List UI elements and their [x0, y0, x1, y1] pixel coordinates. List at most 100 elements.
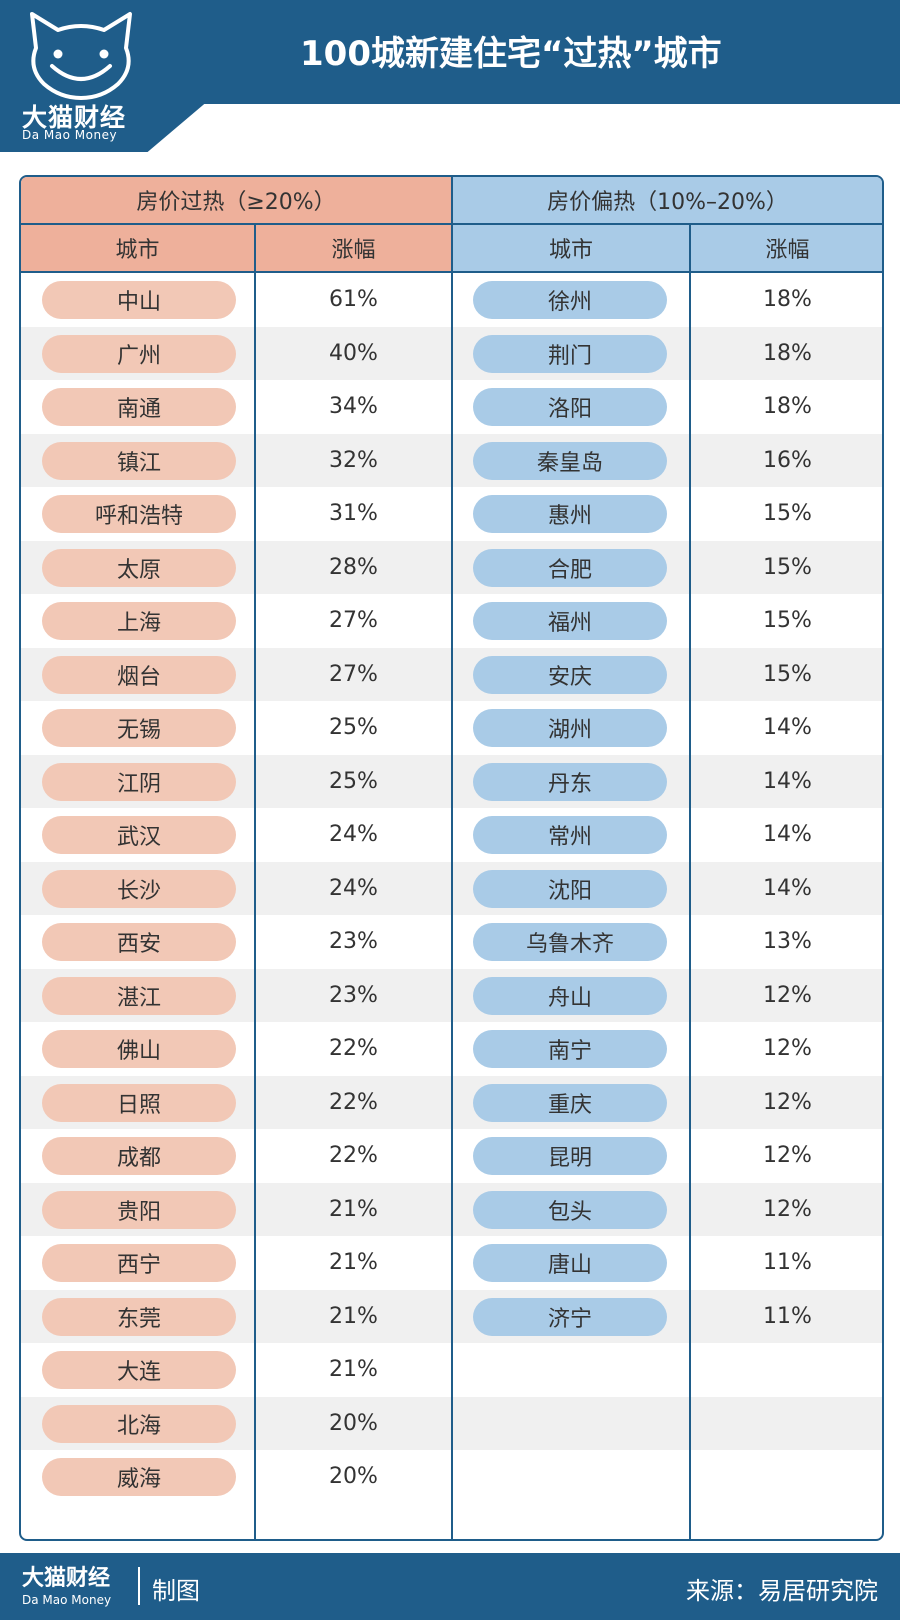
- warm-table-row: 洛阳 18%: [453, 380, 882, 434]
- rise-value: 22%: [329, 1089, 378, 1115]
- warm-city-header: 城市: [453, 225, 691, 273]
- rise-value: 12%: [763, 1143, 812, 1169]
- rise-value: 23%: [329, 982, 378, 1008]
- overheated-city-header: 城市: [21, 225, 256, 273]
- rise-value: 28%: [329, 554, 378, 580]
- warm-table-row: 安庆 15%: [453, 647, 882, 701]
- city-label: 北海: [42, 1404, 236, 1443]
- city-label: 包头: [473, 1190, 667, 1229]
- overheated-table-row: 日照 22%: [21, 1075, 451, 1129]
- rise-value: 32%: [329, 447, 378, 473]
- overheated-rows: 中山 61% 广州 40% 南通 34% 镇江 32% 呼和浩特 31% 太原 28% 上海 27% 烟台 2…: [21, 273, 451, 1504]
- logo-name-en: Da Mao Money: [22, 128, 118, 142]
- warm-table-row: 丹东 14%: [453, 754, 882, 808]
- rise-value: 12%: [763, 1036, 812, 1062]
- rise-value: 24%: [329, 822, 378, 848]
- overheated-table-row: 江阴 25%: [21, 754, 451, 808]
- warm-table-row: 南宁 12%: [453, 1022, 882, 1076]
- city-label: 中山: [42, 281, 236, 319]
- overheated-group-title: 房价过热（≥20%）: [21, 177, 451, 225]
- city-label: 日照: [42, 1083, 236, 1122]
- city-label: 沈阳: [473, 869, 667, 908]
- rise-value: 23%: [329, 929, 378, 955]
- rise-value: 61%: [329, 287, 378, 313]
- rise-value: 15%: [763, 501, 812, 527]
- city-label: 惠州: [473, 495, 667, 533]
- overheated-table-row: 长沙 24%: [21, 861, 451, 915]
- warm-group: 房价偏热（10%–20%） 城市 涨幅 徐州 18% 荆门 18% 洛阳 18% 秦皇岛 16…: [451, 177, 882, 1539]
- city-label: 武汉: [42, 816, 236, 854]
- overheated-table-row: 湛江 23%: [21, 968, 451, 1022]
- city-label: 江阴: [42, 762, 236, 801]
- rise-value: 14%: [763, 768, 812, 794]
- warm-table-row: 沈阳 14%: [453, 861, 882, 915]
- warm-table-row: 湖州 14%: [453, 701, 882, 755]
- city-label: 贵阳: [42, 1190, 236, 1229]
- city-label: 呼和浩特: [42, 495, 236, 533]
- overheated-table-row: 西宁 21%: [21, 1236, 451, 1290]
- rise-value: 12%: [763, 1196, 812, 1222]
- overheated-table-row: 东莞 21%: [21, 1289, 451, 1343]
- column-divider: [689, 273, 691, 1539]
- overheated-table-row: 呼和浩特 31%: [21, 487, 451, 541]
- logo-name-cn: 大猫财经: [22, 103, 127, 132]
- footer-separator: [138, 1567, 140, 1605]
- overheated-table-row: 武汉 24%: [21, 808, 451, 862]
- overheated-table-row: 南通 34%: [21, 380, 451, 434]
- overheated-table-row: 上海 27%: [21, 594, 451, 648]
- overheated-table-row: 成都 22%: [21, 1129, 451, 1183]
- rise-value: 13%: [763, 929, 812, 955]
- rise-value: 24%: [329, 875, 378, 901]
- warm-rise-header: 涨幅: [691, 225, 882, 273]
- rise-value: 15%: [763, 608, 812, 634]
- overheated-group: 房价过热（≥20%） 城市 涨幅 中山 61% 广州 40% 南通 34% 镇江 32% 呼和浩…: [21, 177, 451, 1539]
- column-divider: [254, 273, 256, 1539]
- page-title: 100城新建住宅“过热”城市: [300, 34, 722, 74]
- rise-value: 20%: [329, 1410, 378, 1436]
- city-label: 湖州: [473, 709, 667, 747]
- city-label: 昆明: [473, 1137, 667, 1175]
- warm-table-row: [453, 1396, 882, 1450]
- rise-value: 12%: [763, 1089, 812, 1115]
- warm-table-row: 包头 12%: [453, 1182, 882, 1236]
- rise-value: 27%: [329, 608, 378, 634]
- cat-logo-icon: [30, 12, 132, 100]
- city-label: 安庆: [473, 655, 667, 694]
- city-label: 广州: [42, 334, 236, 373]
- rise-value: 11%: [763, 1250, 812, 1276]
- warm-group-title: 房价偏热（10%–20%）: [453, 177, 882, 225]
- overheated-table-row: 西安 23%: [21, 915, 451, 969]
- warm-table-row: 舟山 12%: [453, 968, 882, 1022]
- city-label: 秦皇岛: [473, 441, 667, 480]
- overheated-rise-header: 涨幅: [256, 225, 451, 273]
- warm-table-row: 乌鲁木齐 13%: [453, 915, 882, 969]
- warm-table-row: [453, 1450, 882, 1504]
- overheated-table-row: 大连 21%: [21, 1343, 451, 1397]
- city-label: 重庆: [473, 1083, 667, 1122]
- warm-table-row: 秦皇岛 16%: [453, 433, 882, 487]
- city-label: 大连: [42, 1351, 236, 1389]
- warm-table-row: 重庆 12%: [453, 1075, 882, 1129]
- city-label: 烟台: [42, 655, 236, 694]
- rise-value: 25%: [329, 768, 378, 794]
- city-label: 济宁: [473, 1297, 667, 1336]
- rise-value: 18%: [763, 340, 812, 366]
- overheated-table-row: 中山 61%: [21, 273, 451, 327]
- city-label: 无锡: [42, 709, 236, 747]
- footer-brand-en: Da Mao Money: [22, 1593, 112, 1607]
- overheated-table-row: 镇江 32%: [21, 433, 451, 487]
- rise-value: 40%: [329, 340, 378, 366]
- city-label: 南宁: [473, 1030, 667, 1068]
- rise-value: 27%: [329, 661, 378, 687]
- city-label: 成都: [42, 1137, 236, 1175]
- rise-value: 18%: [763, 394, 812, 420]
- warm-table-row: 福州 15%: [453, 594, 882, 648]
- city-label: 西宁: [42, 1244, 236, 1282]
- warm-table-row: 惠州 15%: [453, 487, 882, 541]
- city-label: 荆门: [473, 334, 667, 373]
- city-label: 佛山: [42, 1030, 236, 1068]
- overheated-table-row: 无锡 25%: [21, 701, 451, 755]
- overheated-table-row: 贵阳 21%: [21, 1182, 451, 1236]
- rise-value: 22%: [329, 1036, 378, 1062]
- rise-value: 14%: [763, 875, 812, 901]
